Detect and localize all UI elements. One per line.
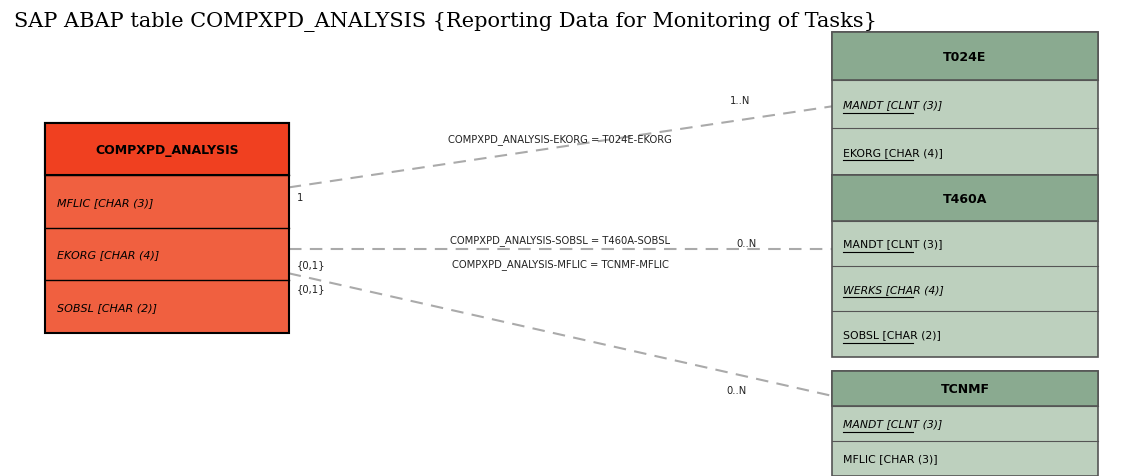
Text: SAP ABAP table COMPXPD_ANALYSIS {Reporting Data for Monitoring of Tasks}: SAP ABAP table COMPXPD_ANALYSIS {Reporti… <box>14 12 876 32</box>
Text: {0,1}: {0,1} <box>297 259 325 269</box>
Text: SOBSL [CHAR (2)]: SOBSL [CHAR (2)] <box>843 329 941 339</box>
FancyBboxPatch shape <box>832 176 1098 357</box>
FancyBboxPatch shape <box>832 33 1098 81</box>
FancyBboxPatch shape <box>832 176 1098 221</box>
Text: COMPXPD_ANALYSIS: COMPXPD_ANALYSIS <box>95 143 239 157</box>
Text: COMPXPD_ANALYSIS-SOBSL = T460A-SOBSL: COMPXPD_ANALYSIS-SOBSL = T460A-SOBSL <box>451 235 670 246</box>
Text: EKORG [CHAR (4)]: EKORG [CHAR (4)] <box>57 250 158 259</box>
Text: MFLIC [CHAR (3)]: MFLIC [CHAR (3)] <box>57 198 153 207</box>
Text: 1: 1 <box>297 193 303 203</box>
Text: MANDT [CLNT (3)]: MANDT [CLNT (3)] <box>843 239 943 249</box>
Text: COMPXPD_ANALYSIS-EKORG = T024E-EKORG: COMPXPD_ANALYSIS-EKORG = T024E-EKORG <box>448 134 672 145</box>
FancyBboxPatch shape <box>832 33 1098 176</box>
Text: SOBSL [CHAR (2)]: SOBSL [CHAR (2)] <box>57 302 156 312</box>
Text: MANDT [CLNT (3)]: MANDT [CLNT (3)] <box>843 419 943 428</box>
Text: MANDT [CLNT (3)]: MANDT [CLNT (3)] <box>843 100 943 109</box>
Text: 1..N: 1..N <box>730 96 751 106</box>
Text: WERKS [CHAR (4)]: WERKS [CHAR (4)] <box>843 284 944 294</box>
Text: T460A: T460A <box>943 192 987 205</box>
FancyBboxPatch shape <box>832 371 1098 476</box>
Text: TCNMF: TCNMF <box>941 382 989 395</box>
Text: {0,1}: {0,1} <box>297 283 325 293</box>
Text: EKORG [CHAR (4)]: EKORG [CHAR (4)] <box>843 148 943 157</box>
Text: 0..N: 0..N <box>727 385 747 395</box>
Text: 0..N: 0..N <box>736 239 756 249</box>
Text: T024E: T024E <box>943 50 987 64</box>
FancyBboxPatch shape <box>45 124 289 333</box>
Text: COMPXPD_ANALYSIS-MFLIC = TCNMF-MFLIC: COMPXPD_ANALYSIS-MFLIC = TCNMF-MFLIC <box>452 258 669 269</box>
FancyBboxPatch shape <box>832 371 1098 406</box>
FancyBboxPatch shape <box>45 124 289 176</box>
Text: MFLIC [CHAR (3)]: MFLIC [CHAR (3)] <box>843 454 938 464</box>
